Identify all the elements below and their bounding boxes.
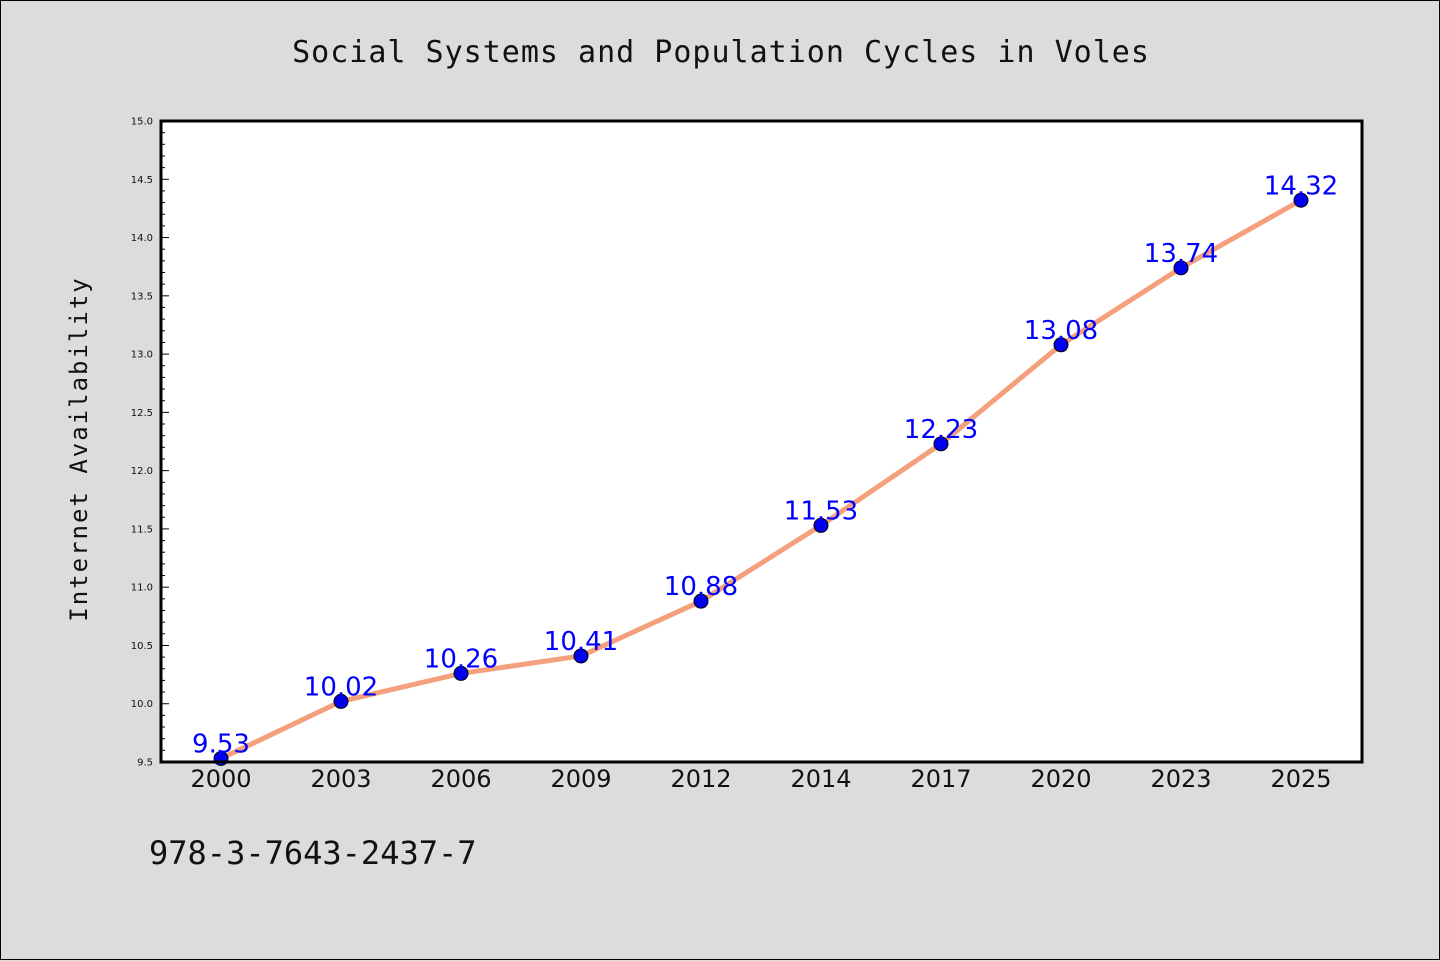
- x-tick-label: 2025: [1270, 765, 1331, 793]
- data-label: 11.53: [784, 496, 858, 526]
- data-point: [813, 517, 829, 533]
- y-tick-label: 10.5: [131, 641, 153, 652]
- data-label: 13.74: [1144, 239, 1218, 269]
- data-point: [573, 648, 589, 664]
- data-point: [333, 693, 349, 709]
- data-label: 14.32: [1264, 171, 1338, 201]
- x-tick-label: 2009: [550, 765, 611, 793]
- y-tick-label: 12.5: [131, 408, 153, 419]
- isbn-text: 978-3-7643-2437-7: [149, 834, 477, 872]
- data-point: [1293, 192, 1309, 208]
- data-point: [1173, 260, 1189, 276]
- data-label: 10.88: [664, 572, 738, 602]
- data-label: 12.23: [904, 415, 978, 445]
- plot-background: [161, 121, 1362, 762]
- y-tick-label: 9.5: [137, 758, 153, 769]
- y-tick-label: 13.0: [131, 350, 153, 361]
- y-tick-label: 13.5: [131, 291, 153, 302]
- y-tick-label: 10.0: [131, 699, 153, 710]
- y-tick-label: 11.5: [131, 524, 153, 535]
- data-label: 10.02: [304, 672, 378, 702]
- data-label: 10.26: [424, 644, 498, 674]
- series-line: [218, 197, 1304, 762]
- y-tick-label: 15.0: [131, 117, 153, 128]
- y-tick-label: 14.5: [131, 175, 153, 186]
- y-tick-label: 12.0: [131, 466, 153, 477]
- x-tick-label: 2006: [430, 765, 491, 793]
- x-tick-label: 2014: [790, 765, 851, 793]
- x-tick-label: 2020: [1030, 765, 1091, 793]
- x-tick-label: 2003: [310, 765, 371, 793]
- data-point: [933, 436, 949, 452]
- x-tick-label: 2000: [190, 765, 251, 793]
- chart-title: Social Systems and Population Cycles in …: [292, 35, 1150, 70]
- data-point: [1053, 337, 1069, 353]
- data-point: [453, 665, 469, 681]
- x-tick-label: 2012: [670, 765, 731, 793]
- data-label: 10.41: [544, 627, 618, 657]
- data-label: 9.53: [192, 730, 250, 760]
- data-label: 13.08: [1024, 316, 1098, 346]
- x-tick-label: 2017: [910, 765, 971, 793]
- x-tick-label: 2023: [1150, 765, 1211, 793]
- y-tick-label: 11.0: [131, 583, 153, 594]
- y-tick-label: 14.0: [131, 233, 153, 244]
- data-point: [693, 593, 709, 609]
- plot-frame: [159, 119, 1364, 764]
